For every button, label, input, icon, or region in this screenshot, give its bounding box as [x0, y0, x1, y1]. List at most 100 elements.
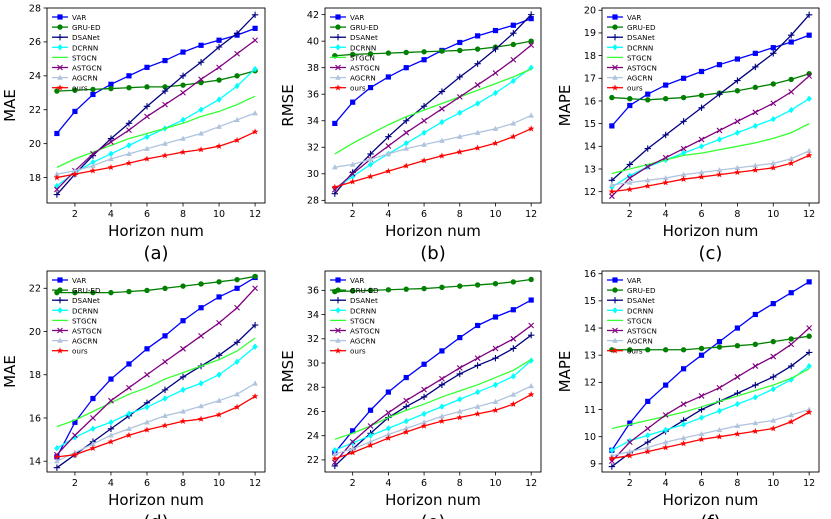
data-point	[72, 167, 78, 173]
data-point	[252, 65, 258, 73]
series-line	[334, 299, 532, 454]
data-point	[680, 401, 687, 407]
legend-entry: DCRNN	[350, 306, 376, 315]
data-point	[788, 411, 795, 418]
series-line	[611, 34, 810, 127]
data-point	[698, 436, 705, 443]
data-point	[53, 191, 61, 198]
data-point	[752, 394, 758, 401]
x-tick-label: 12	[525, 478, 537, 489]
x-tick-label: 8	[180, 478, 186, 489]
data-point	[644, 163, 651, 170]
series-line	[611, 327, 810, 462]
data-point	[180, 318, 186, 324]
legend-entry: ASTGCN	[627, 327, 657, 336]
data-point	[698, 414, 705, 421]
x-tick-label: 2	[72, 209, 78, 220]
legend-entry: STGCN	[350, 53, 375, 62]
data-point	[475, 322, 481, 329]
data-point	[734, 164, 741, 171]
data-point	[510, 279, 517, 285]
y-tick-label: 30	[307, 169, 319, 180]
data-point	[698, 68, 705, 75]
data-point	[528, 297, 534, 303]
data-point	[787, 418, 795, 425]
data-point	[770, 385, 776, 393]
data-point	[331, 186, 338, 193]
data-point	[126, 142, 132, 149]
x-tick-label: 8	[457, 209, 463, 220]
y-tick-label: 20	[29, 327, 41, 338]
data-point	[716, 62, 723, 68]
data-point	[108, 419, 114, 426]
data-point	[492, 398, 499, 404]
x-tick-label: 6	[421, 209, 427, 220]
data-point	[752, 363, 759, 369]
y-tick-label: 13	[584, 351, 596, 362]
y-tick-label: 24	[307, 431, 319, 442]
data-point	[403, 397, 410, 404]
data-point	[251, 128, 259, 135]
data-point	[144, 287, 150, 294]
data-point	[716, 426, 723, 433]
data-point	[644, 425, 651, 432]
data-point	[806, 362, 812, 370]
data-point	[421, 285, 427, 292]
data-point	[474, 82, 481, 88]
data-point	[216, 294, 222, 300]
data-point	[252, 25, 258, 31]
series-line	[611, 150, 810, 186]
data-point	[770, 50, 777, 57]
panel-b: 2 4 6 8 10 12 28 30 32 34 36 38 40 42 Horizon num RMSE (…	[279, 7, 542, 264]
series-line	[611, 368, 810, 430]
y-axis-label: MAPE	[556, 85, 574, 127]
data-point	[716, 344, 723, 350]
y-tick-label: 12	[584, 187, 596, 198]
legend-marker	[335, 24, 341, 30]
x-axis-label: Horizon num	[108, 222, 204, 240]
legend-entry: VAR	[627, 13, 641, 22]
data-point	[734, 400, 741, 408]
data-point	[645, 347, 651, 353]
series-line	[56, 70, 256, 92]
data-point	[716, 433, 723, 440]
data-point	[126, 425, 132, 431]
data-point	[662, 347, 669, 353]
plot-area	[608, 279, 813, 470]
data-point	[161, 386, 169, 394]
legend-marker	[57, 24, 63, 30]
data-point	[90, 395, 96, 402]
data-point	[420, 157, 428, 164]
data-point	[609, 94, 615, 101]
series-line	[611, 73, 810, 101]
data-point	[125, 120, 133, 127]
data-point	[179, 148, 187, 155]
y-axis-label: MAE	[1, 89, 19, 122]
legend-marker	[612, 337, 618, 343]
data-point	[492, 281, 499, 287]
data-point	[233, 30, 241, 37]
legend-entry: AGCRN	[72, 337, 98, 346]
data-point	[252, 37, 258, 44]
y-tick-label: 15	[584, 119, 596, 130]
data-point	[752, 166, 759, 173]
legend-entry: DSANet	[72, 33, 100, 42]
data-point	[162, 395, 168, 402]
data-point	[770, 373, 777, 381]
data-point	[53, 453, 61, 460]
data-point	[734, 342, 741, 349]
data-point	[420, 102, 428, 110]
y-tick-label: 30	[307, 358, 319, 369]
data-point	[144, 64, 150, 70]
series-line	[56, 324, 256, 469]
series-stgcn	[611, 123, 810, 175]
data-point	[457, 109, 463, 116]
data-point	[233, 403, 241, 410]
data-point	[698, 345, 705, 352]
legend-marker	[57, 327, 63, 334]
legend-entry: AGCRN	[627, 74, 653, 83]
legend-entry: ASTGCN	[627, 64, 657, 73]
series-dcrnn	[609, 362, 812, 454]
legend-marker	[611, 347, 619, 354]
